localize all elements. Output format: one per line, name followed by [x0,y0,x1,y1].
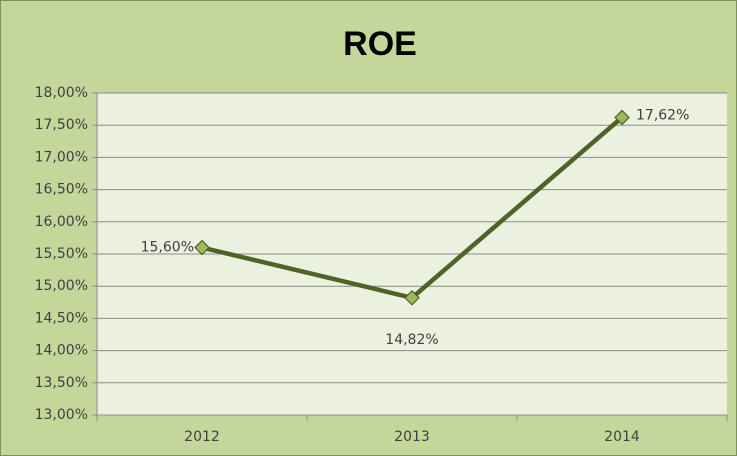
x-tick-label: 2013 [394,429,430,445]
chart-title: ROE [343,25,417,63]
y-tick-label: 13,50% [35,375,88,391]
marker [404,289,420,306]
y-tick-label: 15,50% [35,246,88,262]
y-tick-label: 18,00% [35,85,88,101]
y-tick-label: 13,00% [35,407,88,423]
data-label: 15,60% [141,240,194,256]
y-tick-label: 17,00% [35,149,88,165]
y-tick-label: 16,50% [35,182,88,198]
y-tick-label: 15,00% [35,278,88,294]
data-label: 17,62% [636,107,689,123]
data-label: 14,82% [385,332,438,348]
y-tick-label: 16,00% [35,214,88,230]
x-tick-label: 2014 [604,429,640,445]
marker [194,239,210,256]
y-tick-label: 14,50% [35,310,88,326]
y-tick-label: 14,00% [35,343,88,359]
x-tick-label: 2012 [184,429,220,445]
y-tick-label: 17,50% [35,117,88,133]
marker [614,109,630,126]
